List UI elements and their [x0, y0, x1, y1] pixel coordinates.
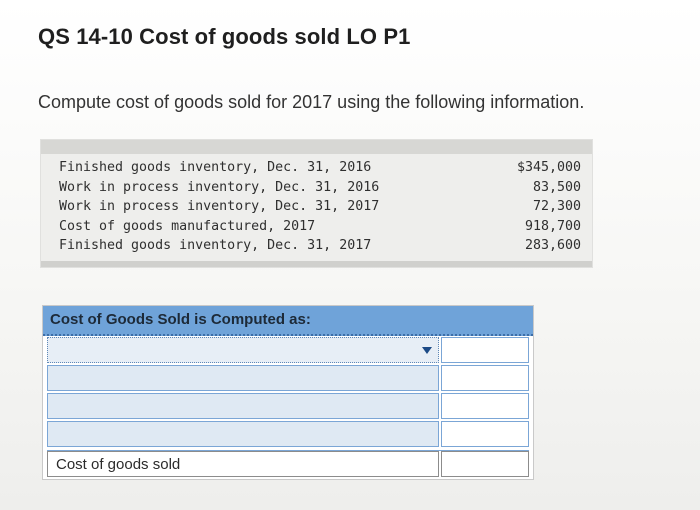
info-row-cogm-2017: Cost of goods manufactured, 2017 918,700 [59, 217, 581, 237]
info-label: Finished goods inventory, Dec. 31, 2016 [59, 160, 372, 175]
answer-table-header: Cost of Goods Sold is Computed as: [43, 306, 533, 336]
info-amount: 72,300 [532, 199, 581, 214]
info-amount: $345,000 [516, 160, 581, 175]
page-title: QS 14-10 Cost of goods sold LO P1 [38, 24, 411, 49]
answer-row-4 [43, 420, 533, 448]
question-prompt: Compute cost of goods sold for 2017 usin… [38, 92, 585, 112]
info-label: Work in process inventory, Dec. 31, 2016 [59, 179, 380, 195]
info-amount: 283,600 [524, 238, 581, 253]
table-header-bar [41, 140, 592, 154]
info-row-wip-2017: Work in process inventory, Dec. 31, 2017… [59, 197, 581, 217]
amount-input-4[interactable] [441, 421, 529, 447]
account-select-3[interactable] [47, 393, 439, 419]
amount-input-2[interactable] [441, 365, 529, 391]
info-row-wip-2016: Work in process inventory, Dec. 31, 2016… [59, 178, 581, 198]
total-divider [47, 450, 529, 451]
answer-row-3 [43, 392, 533, 420]
given-information-table: Finished goods inventory, Dec. 31, 2016 … [40, 139, 593, 268]
chevron-down-icon[interactable] [422, 347, 432, 354]
info-label: Cost of goods manufactured, 2017 [59, 218, 316, 234]
cost-of-goods-sold-row: Cost of goods sold [43, 450, 533, 478]
table-footer-bar [41, 261, 592, 267]
answer-table-title: Cost of Goods Sold is Computed as: [50, 311, 311, 328]
account-select-2[interactable] [47, 365, 439, 391]
cost-of-goods-sold-amount-input[interactable] [441, 451, 529, 477]
cost-of-goods-sold-label: Cost of goods sold [56, 456, 181, 473]
cost-of-goods-sold-label-cell: Cost of goods sold [47, 451, 439, 477]
account-select-1[interactable] [47, 337, 439, 363]
info-rows: Finished goods inventory, Dec. 31, 2016 … [59, 158, 581, 256]
info-amount: 83,500 [532, 179, 581, 195]
info-row-finished-goods-2017: Finished goods inventory, Dec. 31, 2017 … [59, 236, 581, 256]
answer-table: Cost of Goods Sold is Computed as: Cost … [42, 305, 534, 480]
info-amount: 918,700 [524, 218, 581, 234]
info-row-finished-goods-2016: Finished goods inventory, Dec. 31, 2016 … [59, 158, 581, 178]
amount-input-1[interactable] [441, 337, 529, 363]
amount-input-3[interactable] [441, 393, 529, 419]
info-label: Finished goods inventory, Dec. 31, 2017 [59, 238, 372, 253]
account-select-4[interactable] [47, 421, 439, 447]
answer-row-1 [43, 336, 533, 364]
answer-row-2 [43, 364, 533, 392]
info-label: Work in process inventory, Dec. 31, 2017 [59, 199, 380, 214]
